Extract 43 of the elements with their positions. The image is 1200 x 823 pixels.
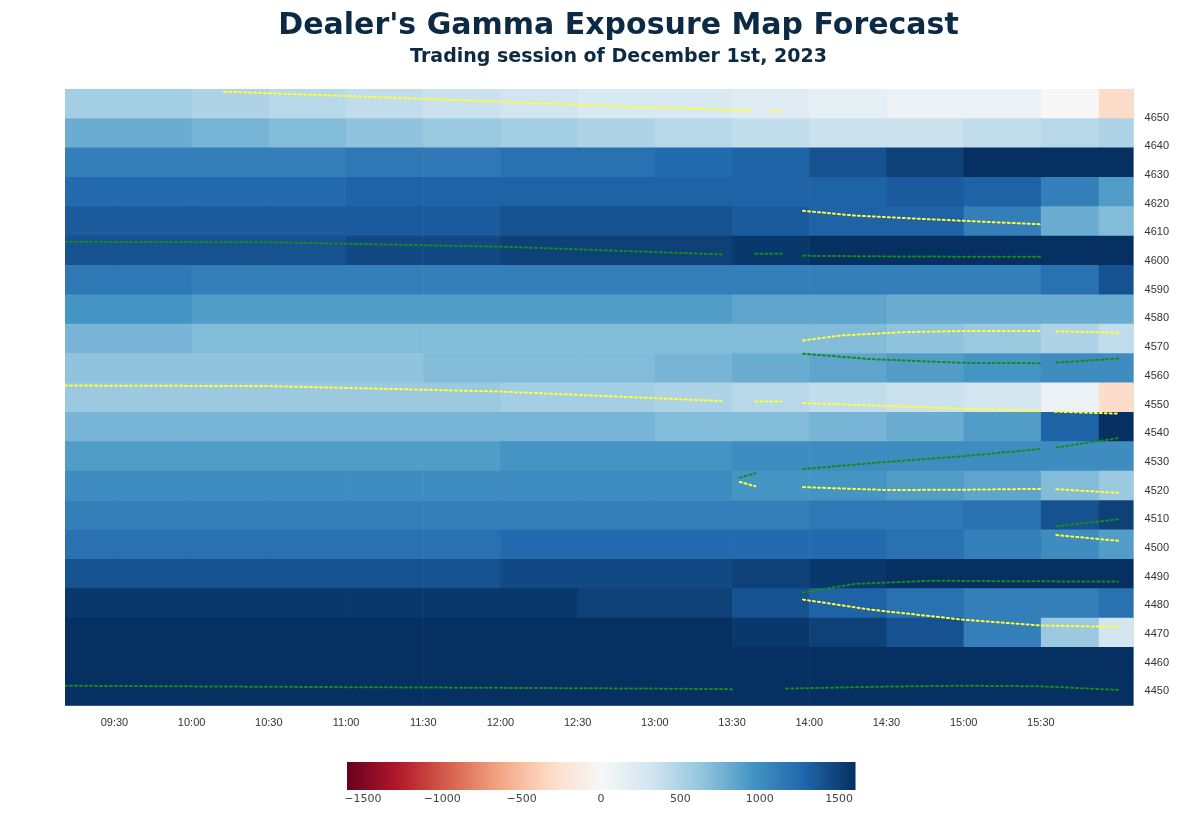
y-tick-label: 4510 <box>1144 512 1170 525</box>
y-tick-label: 4650 <box>1144 110 1170 123</box>
x-tick-label: 13:30 <box>718 716 746 729</box>
chart-title: Dealer's Gamma Exposure Map Forecast <box>278 5 959 41</box>
x-tick-label: 15:00 <box>949 716 978 729</box>
y-tick-label: 4610 <box>1144 225 1170 238</box>
y-tick-label: 4530 <box>1144 454 1170 467</box>
y-tick-label: 4520 <box>1144 483 1170 496</box>
y-tick-label: 4500 <box>1144 540 1170 553</box>
x-tick-label: 12:30 <box>563 716 592 729</box>
color-bar-label: −500 <box>506 792 537 806</box>
color-bar-label: 1500 <box>825 792 854 806</box>
y-tick-label: 4570 <box>1144 340 1170 353</box>
y-tick-label: 4480 <box>1144 598 1170 611</box>
y-tick-label: 4550 <box>1144 397 1170 410</box>
color-bar-label: −1000 <box>423 792 461 806</box>
x-tick-label: 11:30 <box>409 716 437 729</box>
x-tick-label: 10:00 <box>177 716 206 729</box>
x-tick-label: 10:30 <box>255 716 283 729</box>
y-tick-label: 4490 <box>1144 569 1170 582</box>
color-bar-label: −1500 <box>344 792 382 806</box>
y-tick-label: 4580 <box>1144 311 1170 324</box>
x-tick-label: 14:30 <box>872 716 901 729</box>
y-tick-label: 4560 <box>1144 368 1170 381</box>
y-tick-label: 4620 <box>1144 196 1170 209</box>
x-tick-label: 14:00 <box>795 716 824 729</box>
y-tick-label: 4590 <box>1144 282 1170 295</box>
y-tick-label: 4630 <box>1144 167 1170 180</box>
y-tick-label: 4460 <box>1144 655 1170 668</box>
x-tick-label: 15:30 <box>1027 716 1055 729</box>
y-tick-label: 4450 <box>1144 684 1170 697</box>
y-tick-label: 4540 <box>1144 426 1170 439</box>
color-bar-label: 0 <box>597 792 605 806</box>
x-tick-label: 11:00 <box>332 716 360 729</box>
chart-subtitle: Trading session of December 1st, 2023 <box>410 44 827 67</box>
y-tick-label: 4640 <box>1144 139 1170 152</box>
x-tick-label: 13:00 <box>641 716 669 729</box>
color-bar-label: 1000 <box>745 792 774 806</box>
y-tick-label: 4600 <box>1144 254 1170 267</box>
x-tick-label: 12:00 <box>486 716 515 729</box>
y-tick-label: 4470 <box>1144 627 1170 640</box>
x-tick-label: 09:30 <box>100 716 129 729</box>
color-bar-label: 500 <box>669 792 691 806</box>
